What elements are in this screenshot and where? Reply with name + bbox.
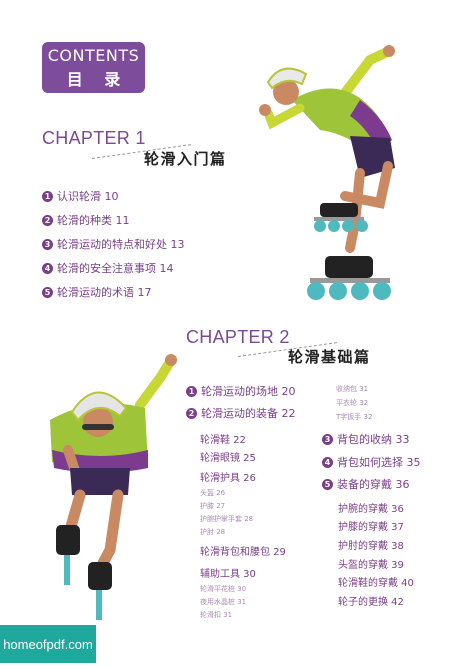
toc-subitem[interactable]: 轮滑鞋 22 xyxy=(200,435,246,446)
toc-subitem[interactable]: 轮滑眼镜 25 xyxy=(200,453,256,464)
toc-item-label: 轮滑运动的装备 22 xyxy=(201,407,296,420)
toc-item[interactable]: 3 轮滑运动的特点和好处 13 xyxy=(42,232,185,256)
bullet-num: 4 xyxy=(42,262,53,274)
toc-subitem[interactable]: 护膝的穿戴 37 xyxy=(338,522,404,533)
chapter1-title-zh: 轮滑入门篇 xyxy=(144,150,227,168)
watermark-badge: homeofpdf.com xyxy=(0,625,96,663)
toc-tiny-item[interactable]: 夜用水晶桩 31 xyxy=(200,598,247,606)
toc-item[interactable]: 4 背包如何选择 35 xyxy=(322,455,421,469)
toc-tiny-item[interactable]: 轮滑扣 31 xyxy=(200,611,233,619)
toc-tiny-item[interactable]: 轮滑平花桩 30 xyxy=(200,585,247,593)
bullet-num: 5 xyxy=(322,478,333,490)
toc-tiny-item[interactable]: T字扳手 32 xyxy=(336,413,373,421)
chapter1-title-en: CHAPTER 1 xyxy=(42,128,146,148)
skater-illustration-bottom xyxy=(50,354,177,620)
toc-tiny-item[interactable]: 护腕护掌手套 28 xyxy=(200,515,254,523)
skater-illustration-top xyxy=(259,45,395,300)
chapter2-title-en: CHAPTER 2 xyxy=(186,327,290,347)
bullet-num: 3 xyxy=(42,238,53,250)
toc-item[interactable]: 5 轮滑运动的术语 17 xyxy=(42,280,185,304)
bullet-num: 2 xyxy=(186,407,197,419)
toc-item-label: 装备的穿戴 36 xyxy=(337,478,410,491)
toc-item[interactable]: 1 认识轮滑 10 xyxy=(42,184,185,208)
chapter1-list: 1 认识轮滑 10 2 轮滑的种类 11 3 轮滑运动的特点和好处 13 4 轮… xyxy=(42,184,185,304)
toc-subitem[interactable]: 轮滑鞋的穿戴 40 xyxy=(338,578,414,589)
toc-item-label: 轮滑运动的场地 20 xyxy=(201,385,296,398)
toc-item[interactable]: 4 轮滑的安全注意事项 14 xyxy=(42,256,185,280)
toc-item[interactable]: 3 背包的收纳 33 xyxy=(322,432,410,446)
contents-badge: CONTENTS 目 录 xyxy=(42,42,145,93)
bullet-num: 1 xyxy=(42,190,53,202)
toc-subitem[interactable]: 轮滑护具 26 xyxy=(200,473,256,484)
toc-item[interactable]: 1 轮滑运动的场地 20 xyxy=(186,384,296,398)
toc-subitem[interactable]: 辅助工具 30 xyxy=(200,569,256,580)
bullet-num: 3 xyxy=(322,433,333,445)
bullet-num: 5 xyxy=(42,286,53,298)
toc-subitem[interactable]: 轮滑背包和腰包 29 xyxy=(200,547,286,558)
toc-item-label: 轮滑的种类 11 xyxy=(57,214,130,227)
bullet-num: 1 xyxy=(186,385,197,397)
chapter2-title-zh: 轮滑基础篇 xyxy=(288,348,371,366)
toc-item[interactable]: 2 轮滑的种类 11 xyxy=(42,208,185,232)
toc-tiny-item[interactable]: 头盔 26 xyxy=(200,489,226,497)
watermark-text: homeofpdf.com xyxy=(3,636,93,652)
toc-item[interactable]: 2 轮滑运动的装备 22 xyxy=(186,406,296,420)
toc-tiny-item[interactable]: 护肘 28 xyxy=(200,528,226,536)
toc-item-label: 轮滑运动的术语 17 xyxy=(57,286,152,299)
bullet-num: 2 xyxy=(42,214,53,226)
toc-subitem[interactable]: 护肘的穿戴 38 xyxy=(338,541,404,552)
contents-title-en: CONTENTS xyxy=(47,46,140,65)
toc-subitem[interactable]: 轮子的更换 42 xyxy=(338,597,404,608)
toc-tiny-item[interactable]: 护膝 27 xyxy=(200,502,226,510)
toc-tiny-item[interactable]: 平衣轮 32 xyxy=(336,399,369,407)
toc-subitem[interactable]: 头盔的穿戴 39 xyxy=(338,560,404,571)
bullet-num: 4 xyxy=(322,456,333,468)
toc-item-label: 轮滑运动的特点和好处 13 xyxy=(57,238,185,251)
contents-title-zh: 目 录 xyxy=(66,70,129,89)
toc-tiny-item[interactable]: 收纳包 31 xyxy=(336,385,369,393)
toc-item-label: 背包如何选择 35 xyxy=(337,456,421,469)
toc-item-label: 轮滑的安全注意事项 14 xyxy=(57,262,174,275)
toc-item-label: 背包的收纳 33 xyxy=(337,433,410,446)
toc-item-label: 认识轮滑 10 xyxy=(57,190,119,203)
toc-subitem[interactable]: 护腕的穿戴 36 xyxy=(338,504,404,515)
toc-item[interactable]: 5 装备的穿戴 36 xyxy=(322,477,410,491)
